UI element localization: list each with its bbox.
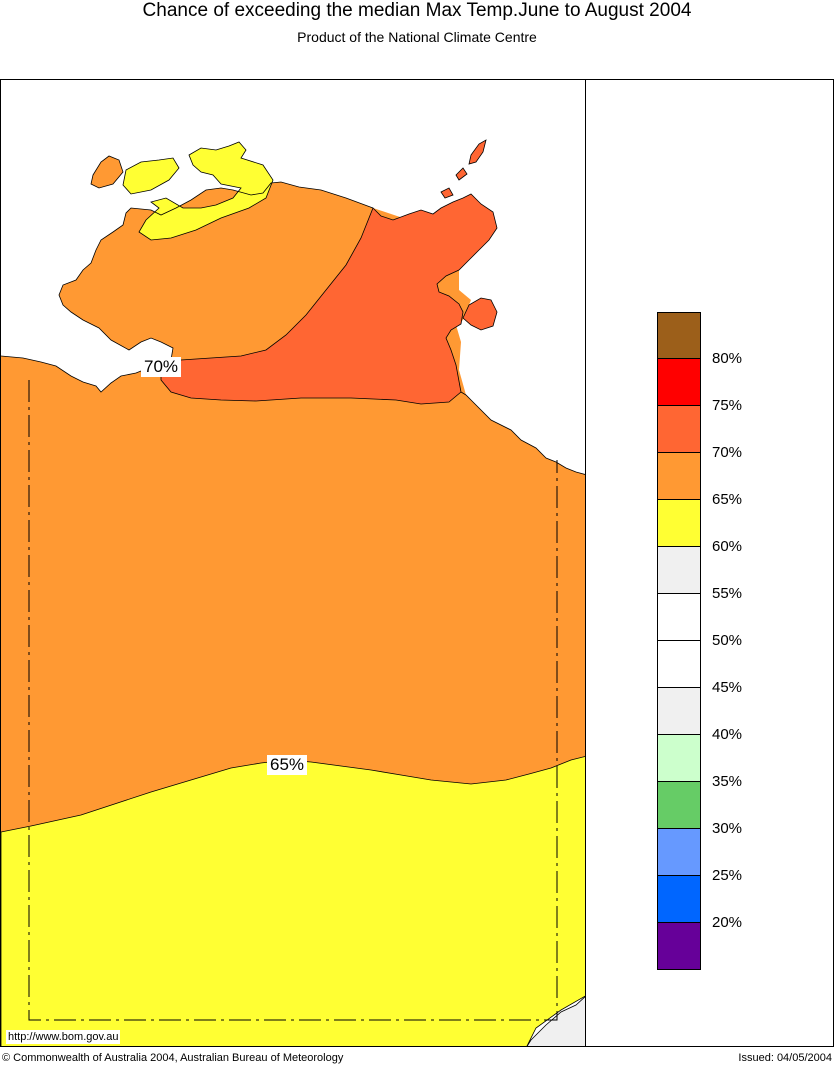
region-55-60 (526, 996, 585, 1046)
legend-label: 45% (712, 679, 743, 696)
legend-label: 25% (712, 867, 743, 884)
legend-swatch (657, 735, 701, 782)
legend-swatch (657, 547, 701, 594)
issued-date: Issued: 04/05/2004 (738, 1052, 832, 1064)
legend-label: 60% (712, 538, 743, 555)
contour-label-70: 70% (141, 357, 182, 377)
island-ne-2 (455, 167, 468, 181)
legend-swatch (657, 312, 701, 359)
coastline-east (460, 391, 585, 475)
legend-label: 50% (712, 632, 743, 649)
legend-swatch (657, 641, 701, 688)
legend-swatch (657, 923, 701, 970)
legend-swatch (657, 359, 701, 406)
legend-swatch (657, 406, 701, 453)
region-65-70 (1, 182, 585, 835)
legend-label: 70% (712, 444, 743, 461)
coastline (1, 181, 374, 393)
legend-label: 35% (712, 773, 743, 790)
legend-label: 80% (712, 350, 743, 367)
island-yellow-east (138, 141, 274, 241)
island-yellow-west (122, 157, 180, 195)
legend-label: 65% (712, 491, 743, 508)
legend-panel (585, 79, 834, 1047)
region-70-75 (160, 193, 498, 405)
legend-swatch (657, 782, 701, 829)
legend-label: 55% (712, 585, 743, 602)
region-60-65 (1, 756, 585, 1046)
island-ne-1 (468, 139, 487, 165)
legend-swatch (657, 594, 701, 641)
legend-swatch (657, 453, 701, 500)
northern-territory-map (1, 139, 585, 1046)
bom-url-link[interactable]: http://www.bom.gov.au (6, 1030, 121, 1044)
legend-label: 75% (712, 397, 743, 414)
state-border (28, 380, 558, 1021)
map-title: Chance of exceeding the median Max Temp.… (142, 0, 692, 21)
legend-swatch (657, 829, 701, 876)
legend-label: 40% (712, 726, 743, 743)
island-groote (462, 297, 498, 331)
legend-swatch (657, 500, 701, 547)
legend-swatch (657, 688, 701, 735)
map-subtitle: Product of the National Climate Centre (297, 29, 537, 45)
legend-label: 30% (712, 820, 743, 837)
copyright-notice: © Commonwealth of Australia 2004, Austra… (2, 1052, 344, 1064)
map-panel: 70% 65% (0, 79, 586, 1047)
island-ne-3 (440, 187, 454, 199)
legend-label: 20% (712, 914, 743, 931)
contour-label-65: 65% (267, 755, 308, 775)
island-orange-west (90, 155, 124, 189)
legend-swatch (657, 876, 701, 923)
